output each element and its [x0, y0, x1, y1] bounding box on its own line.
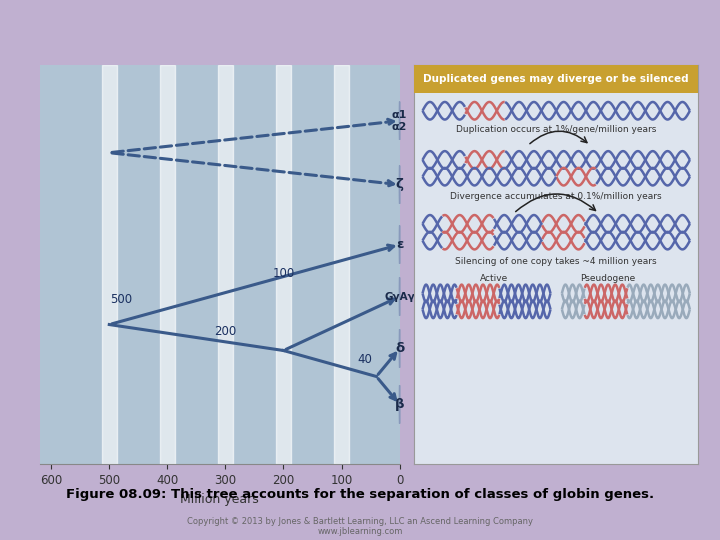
Text: 200: 200 [215, 325, 237, 338]
Text: β: β [395, 398, 405, 411]
Text: Duplicated genes may diverge or be silenced: Duplicated genes may diverge or be silen… [423, 74, 689, 84]
Bar [218, 65, 233, 464]
Text: Pseudogene: Pseudogene [580, 274, 635, 283]
Text: Active: Active [480, 274, 508, 283]
Text: Copyright © 2013 by Jones & Bartlett Learning, LLC an Ascend Learning Company
ww: Copyright © 2013 by Jones & Bartlett Lea… [187, 517, 533, 536]
Text: Duplication occurs at 1%/gene/million years: Duplication occurs at 1%/gene/million ye… [456, 125, 657, 134]
Bar [102, 65, 117, 464]
Bar [276, 65, 291, 464]
Text: α1
α2: α1 α2 [392, 110, 408, 132]
Text: Figure 08.09: This tree accounts for the separation of classes of globin genes.: Figure 08.09: This tree accounts for the… [66, 488, 654, 501]
Text: GγAγ: GγAγ [384, 292, 415, 301]
Text: ζ: ζ [396, 178, 403, 191]
Text: δ: δ [395, 342, 404, 355]
Bar [160, 65, 174, 464]
FancyBboxPatch shape [414, 65, 698, 93]
Text: Silencing of one copy takes ~4 million years: Silencing of one copy takes ~4 million y… [455, 257, 657, 266]
Text: ε: ε [396, 238, 403, 251]
Text: 500: 500 [110, 293, 132, 306]
Text: 40: 40 [357, 353, 372, 366]
X-axis label: Million years: Million years [180, 492, 259, 505]
Text: 100: 100 [272, 267, 294, 280]
Bar [334, 65, 348, 464]
Text: Divergence accumulates at 0.1%/million years: Divergence accumulates at 0.1%/million y… [451, 192, 662, 201]
